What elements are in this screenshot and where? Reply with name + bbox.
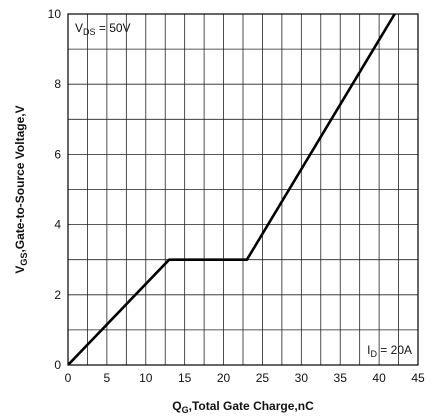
y-tick-label: 10 xyxy=(48,7,62,21)
y-tick-label: 0 xyxy=(54,358,61,372)
tick-labels: 0 5 10 15 20 25 30 35 40 45 0 2 4 6 8 10 xyxy=(48,7,425,385)
x-axis-title: QG,Total Gate Charge,nC xyxy=(172,399,314,415)
series-layer xyxy=(68,14,396,365)
x-tick-label: 20 xyxy=(217,371,231,385)
x-tick-label: 0 xyxy=(65,371,72,385)
y-tick-label: 6 xyxy=(54,147,61,161)
series-line xyxy=(68,14,396,365)
x-tick-label: 25 xyxy=(256,371,270,385)
vds-annotation: VDS = 50V xyxy=(75,21,131,37)
x-tick-label: 45 xyxy=(411,371,425,385)
x-tick-label: 10 xyxy=(139,371,153,385)
y-tick-label: 4 xyxy=(54,218,61,232)
x-tick-label: 40 xyxy=(372,371,386,385)
x-tick-label: 5 xyxy=(104,371,111,385)
plot-frame xyxy=(67,13,419,366)
y-axis-title: VGS,Gate-to-Source Voltage,V xyxy=(13,105,29,273)
y-tick-label: 8 xyxy=(54,77,61,91)
id-annotation: ID = 20A xyxy=(367,343,412,359)
grid xyxy=(68,14,418,365)
x-tick-label: 30 xyxy=(295,371,309,385)
x-tick-label: 15 xyxy=(178,371,192,385)
y-tick-label: 2 xyxy=(54,288,61,302)
x-tick-label: 35 xyxy=(334,371,348,385)
